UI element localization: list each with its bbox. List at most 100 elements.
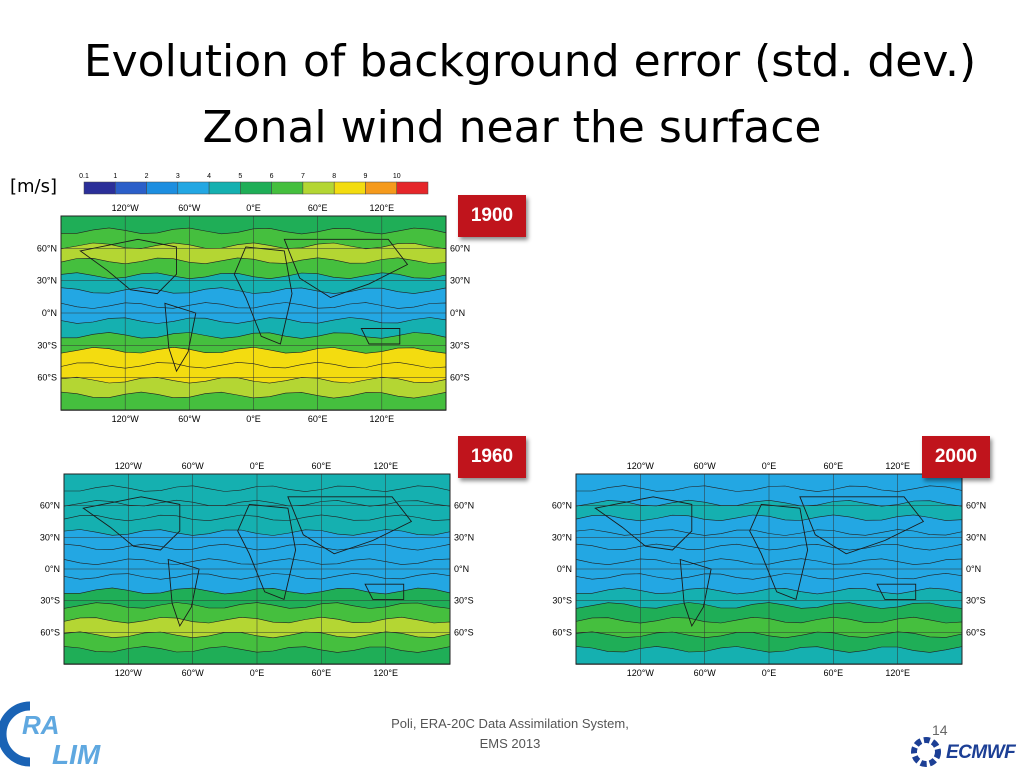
continent-outline (237, 503, 297, 601)
map-frame (60, 215, 447, 411)
lat-tick-right: 0°N (450, 308, 465, 318)
continent-outline (233, 246, 293, 345)
lat-tick-left: 60°S (552, 627, 572, 637)
continent-outline (749, 503, 809, 601)
lat-tick-left: 0°N (45, 564, 60, 574)
colorbar-swatch (83, 181, 116, 195)
page-number: 14 (932, 722, 948, 738)
lon-tick-bottom: 60°W (178, 414, 201, 424)
lon-tick-top: 120°W (112, 203, 140, 213)
lon-tick-top: 120°W (115, 461, 143, 471)
colorbar-tick-label: 9 (364, 173, 368, 180)
lon-tick-bottom: 60°E (308, 414, 328, 424)
svg-text:RA: RA (22, 710, 60, 740)
continent-outline (167, 558, 200, 628)
year-badge-1960: 1960 (458, 436, 526, 478)
colorbar-tick-label: 3 (176, 173, 180, 180)
colorbar-swatch (271, 181, 304, 195)
lon-tick-bottom: 60°E (824, 668, 844, 678)
map-panel-2000: 120°W 120°W 60°W 60°W 0°E 0°E 60°E 60°E 120°E 120… (552, 461, 986, 678)
lon-tick-bottom: 120°E (885, 668, 910, 678)
footer-citation: Poli, ERA-20C Data Assimilation System, … (360, 714, 660, 754)
colorbar-tick-label: 1 (113, 173, 117, 180)
lat-tick-right: 30°N (966, 532, 986, 542)
lon-tick-top: 60°W (694, 461, 717, 471)
colorbar-swatch (177, 181, 210, 195)
continent-outline (283, 238, 409, 298)
slide-title-line1: Evolution of background error (std. dev.… (83, 36, 977, 87)
lon-tick-top: 0°E (250, 461, 265, 471)
lat-tick-right: 30°S (450, 340, 470, 350)
lat-tick-left: 30°N (40, 532, 60, 542)
lat-tick-left: 60°S (37, 373, 57, 383)
lon-tick-bottom: 0°E (762, 668, 777, 678)
colorbar-swatch (396, 181, 429, 195)
lat-tick-left: 30°S (552, 596, 572, 606)
lon-tick-top: 60°W (182, 461, 205, 471)
map-frame (575, 473, 963, 665)
svg-text:LIM: LIM (52, 739, 101, 768)
unit-label: [m/s] (10, 176, 58, 197)
continent-outline (679, 558, 712, 628)
lat-tick-left: 0°N (557, 564, 572, 574)
colorbar-swatch (240, 181, 272, 195)
lat-tick-left: 0°N (42, 308, 57, 318)
continent-outline (79, 238, 177, 295)
lat-tick-left: 30°S (40, 596, 60, 606)
lat-tick-right: 60°N (966, 501, 986, 511)
lat-tick-right: 0°N (966, 564, 981, 574)
lon-tick-top: 60°E (824, 461, 844, 471)
lon-tick-top: 120°E (373, 461, 398, 471)
colorbar-tick-label: 5 (238, 173, 242, 180)
lat-tick-left: 30°N (37, 276, 57, 286)
lat-tick-left: 60°N (40, 501, 60, 511)
lat-tick-left: 30°S (37, 340, 57, 350)
colorbar-tick-label: 2 (145, 173, 149, 180)
lon-tick-top: 60°E (312, 461, 332, 471)
year-badge-2000: 2000 (922, 436, 990, 478)
footer-line1: Poli, ERA-20C Data Assimilation System, (391, 716, 629, 731)
colorbar-swatch (208, 181, 241, 195)
colorbar-swatch (146, 181, 179, 195)
era-clim-logo: RA LIM (0, 701, 101, 768)
colorbar-tick-label: 0.1 (79, 173, 89, 180)
lat-tick-right: 60°S (450, 373, 470, 383)
continent-outline (876, 583, 917, 600)
colorbar-tick-label: 10 (393, 173, 401, 180)
lon-tick-top: 60°W (178, 203, 201, 213)
year-label: 1900 (470, 205, 514, 226)
lat-tick-right: 30°N (454, 532, 474, 542)
colorbar-swatch (115, 181, 147, 195)
continent-outline (799, 496, 925, 555)
lat-tick-right: 60°N (450, 243, 470, 253)
colorbar-tick-label: 6 (270, 173, 274, 180)
colorbar: 0.1 1 2 3 4 5 6 7 8 9 10 (79, 173, 429, 195)
lat-tick-right: 30°N (450, 276, 470, 286)
map-panel-1900: 120°W 120°W 60°W 60°W 0°E 0°E 60°E 60°E 120°E 120… (37, 203, 470, 424)
lat-tick-left: 60°S (40, 627, 60, 637)
map-frame (63, 473, 451, 665)
lon-tick-bottom: 120°W (627, 668, 655, 678)
map-panel-1960: 120°W 120°W 60°W 60°W 0°E 0°E 60°E 60°E 120°E 120… (40, 461, 474, 678)
lat-tick-right: 60°N (454, 501, 474, 511)
slide-title-line2: Zonal wind near the surface (202, 102, 822, 153)
footer-line2: EMS 2013 (479, 736, 541, 751)
lon-tick-bottom: 60°E (312, 668, 332, 678)
colorbar-tick-label: 8 (332, 173, 336, 180)
lon-tick-top: 0°E (246, 203, 261, 213)
lon-tick-top: 0°E (762, 461, 777, 471)
colorbar-swatch (302, 181, 335, 195)
lon-tick-bottom: 120°E (370, 414, 395, 424)
lon-tick-bottom: 120°W (115, 668, 143, 678)
lon-tick-bottom: 0°E (250, 668, 265, 678)
continent-outline (594, 496, 693, 551)
lat-tick-right: 30°S (966, 596, 986, 606)
lat-tick-right: 60°S (454, 627, 474, 637)
year-label: 1960 (470, 446, 514, 467)
continent-outline (82, 496, 181, 551)
lat-tick-right: 30°S (454, 596, 474, 606)
lat-tick-right: 0°N (454, 564, 469, 574)
year-label: 2000 (934, 446, 978, 467)
lon-tick-top: 120°E (885, 461, 910, 471)
ecmwf-logo-text: ECMWF (946, 742, 1016, 763)
